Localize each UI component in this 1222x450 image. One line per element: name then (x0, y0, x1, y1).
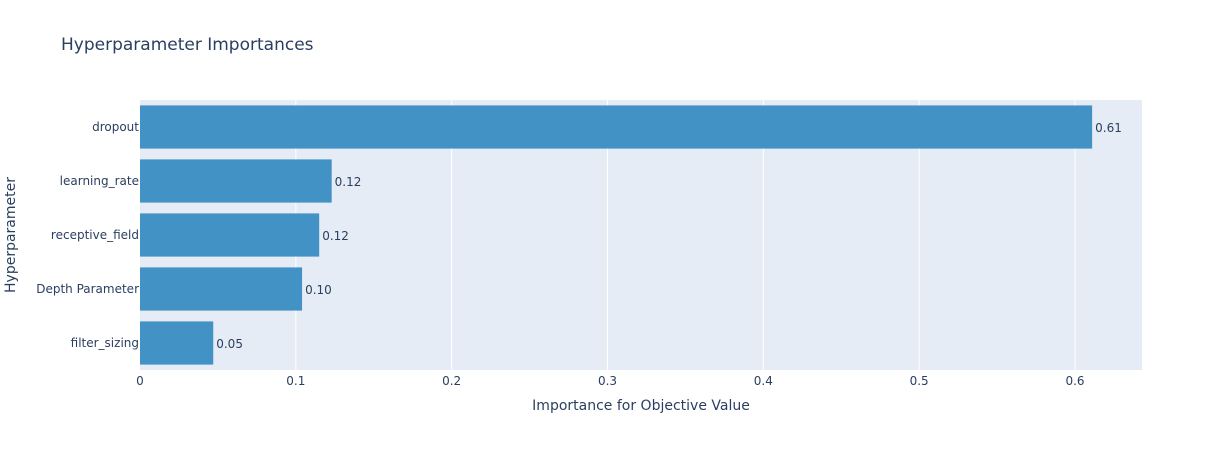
x-tick-label: 0.3 (598, 374, 617, 388)
bar (140, 213, 320, 257)
bar-value-label: 0.61 (1095, 121, 1122, 135)
bar-value-label: 0.12 (322, 229, 349, 243)
bar (140, 159, 332, 203)
x-tick-label: 0 (136, 374, 144, 388)
bar-value-label: 0.12 (335, 175, 362, 189)
chart-title: Hyperparameter Importances (61, 35, 314, 55)
x-tick-label: 0.4 (754, 374, 773, 388)
y-tick-label: filter_sizing (71, 336, 139, 350)
y-tick-label: receptive_field (51, 228, 139, 242)
bar (140, 267, 303, 311)
bars (140, 105, 1093, 365)
x-tick-label: 0.2 (442, 374, 461, 388)
y-tick-labels: dropout learning_rate receptive_field Depth… (36, 120, 139, 350)
bar (140, 321, 214, 365)
y-axis-title: Hyperparameter (3, 177, 19, 293)
y-tick-label: dropout (92, 120, 139, 134)
bar-value-label: 0.05 (216, 337, 243, 351)
bar-value-labels: 0.61 0.12 0.12 0.10 0.05 (216, 121, 1122, 351)
x-tick-label: 0.6 (1065, 374, 1084, 388)
x-tick-label: 0.1 (286, 374, 305, 388)
x-tick-labels: 0 0.1 0.2 0.3 0.4 0.5 0.6 (136, 374, 1084, 388)
y-tick-label: Depth Parameter (36, 282, 139, 296)
y-tick-label: learning_rate (60, 174, 139, 188)
x-axis-title: Importance for Objective Value (532, 398, 750, 414)
bar (140, 105, 1093, 149)
x-tick-label: 0.5 (910, 374, 929, 388)
bar-value-label: 0.10 (305, 283, 332, 297)
